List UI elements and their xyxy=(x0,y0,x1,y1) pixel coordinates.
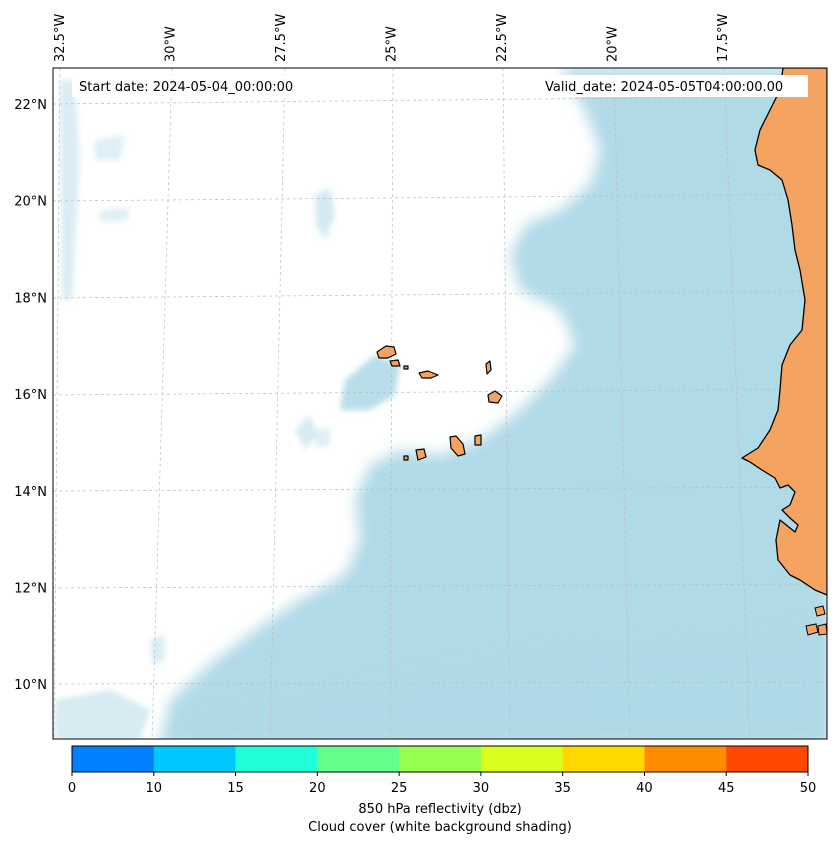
colorbar-tick-label: 50 xyxy=(800,781,817,796)
island-santiago xyxy=(449,435,466,457)
lon-tick-label: 32.5°W xyxy=(53,14,68,62)
colorbar-cell xyxy=(235,746,318,772)
colorbar-tick-label: 20 xyxy=(309,781,326,796)
colorbar-tick-label: 10 xyxy=(146,781,163,796)
valid-date-label: Valid_date: 2024-05-05T04:00:00.00 xyxy=(545,80,783,95)
map-panel: Start date: 2024-05-04_00:00:00 Valid_da… xyxy=(53,68,827,739)
lon-tick-label: 30°W xyxy=(164,26,179,62)
colorbar-label-line1: 850 hPa reflectivity (dbz) xyxy=(358,802,521,817)
lon-tick-label: 22.5°W xyxy=(495,14,510,62)
island-boa-vista xyxy=(487,390,503,404)
bijagos-islands-2 xyxy=(817,623,827,636)
colorbar-tick-label: 0 xyxy=(68,781,76,796)
colorbar-cell xyxy=(726,746,809,772)
lon-tick-label: 27.5°W xyxy=(274,14,289,62)
lat-tick-label: 18°N xyxy=(14,291,47,306)
start-date-box xyxy=(72,75,310,97)
colorbar-tick-label: 25 xyxy=(391,781,408,796)
colorbar-cell xyxy=(153,746,237,772)
colorbar-cell xyxy=(317,746,400,772)
lon-tick-label: 25°W xyxy=(385,26,400,62)
lat-tick-label: 10°N xyxy=(14,678,47,693)
map-frame xyxy=(52,67,828,740)
colorbar-cell xyxy=(480,746,564,772)
colorbar-tick-label: 40 xyxy=(636,781,653,796)
longitude-tick-labels: 32.5°W 30°W 27.5°W 25°W 22.5°W 20°W 17.5°W xyxy=(53,14,731,62)
lat-tick-label: 12°N xyxy=(14,582,47,597)
lat-tick-label: 14°N xyxy=(14,485,47,500)
island-maio xyxy=(474,434,482,446)
cloud-cover-shading xyxy=(55,68,827,739)
colorbar: 0 10 15 20 25 30 35 40 45 50 850 hPa reflectivity… xyxy=(68,745,817,835)
island-santa-luzia xyxy=(403,365,409,370)
lat-tick-label: 22°N xyxy=(14,98,47,113)
west-africa-land xyxy=(741,68,827,596)
latitude-tick-labels: 22°N 20°N 18°N 16°N 14°N 12°N 10°N xyxy=(14,98,47,693)
island-fogo xyxy=(415,448,427,461)
island-sal xyxy=(485,360,492,375)
guinea-bissau-islands xyxy=(814,605,826,617)
lat-tick-label: 20°N xyxy=(14,195,47,210)
colorbar-cell xyxy=(72,746,155,772)
cape-verde-islands xyxy=(376,345,503,461)
colorbar-tick-label: 15 xyxy=(227,781,244,796)
colorbar-tick-label: 30 xyxy=(473,781,490,796)
island-sao-vicente xyxy=(389,359,401,367)
valid-date-box xyxy=(538,75,808,97)
island-sao-nicolau xyxy=(418,370,439,379)
colorbar-frame xyxy=(71,745,809,773)
date-info: Start date: 2024-05-04_00:00:00 Valid_da… xyxy=(72,75,808,97)
bijagos-islands xyxy=(805,623,819,636)
gridlines xyxy=(53,68,827,739)
lon-tick-label: 17.5°W xyxy=(716,14,731,62)
colorbar-cell xyxy=(562,746,645,772)
island-brava xyxy=(403,455,409,461)
colorbar-tick-label: 45 xyxy=(718,781,735,796)
colorbar-label-line2: Cloud cover (white background shading) xyxy=(308,820,572,835)
lat-tick-label: 16°N xyxy=(14,388,47,403)
start-date-label: Start date: 2024-05-04_00:00:00 xyxy=(79,80,293,95)
colorbar-tick-label: 35 xyxy=(554,781,571,796)
colorbar-cell xyxy=(644,746,727,772)
colorbar-cell xyxy=(399,746,482,772)
lon-tick-label: 20°W xyxy=(606,26,621,62)
island-santo-antao xyxy=(376,345,397,359)
